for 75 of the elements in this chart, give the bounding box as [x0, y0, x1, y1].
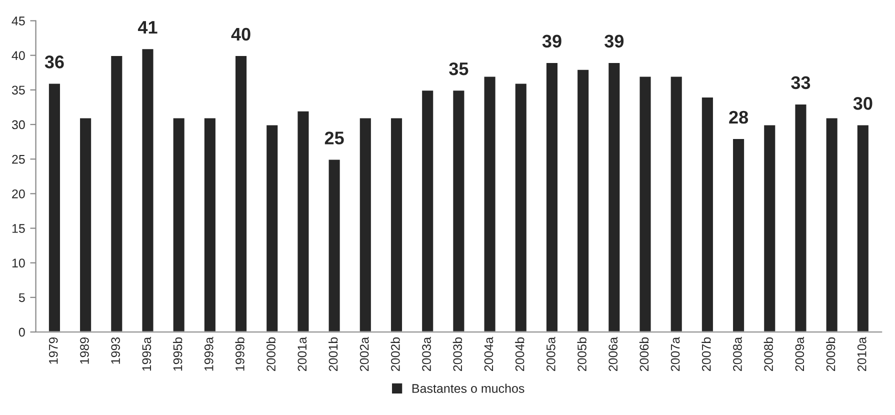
x-tick-label: 2006b — [639, 337, 649, 371]
bar — [296, 110, 310, 332]
data-label: 33 — [791, 76, 810, 90]
bar — [110, 54, 124, 332]
x-tick-label: 1995b — [173, 337, 182, 371]
y-tick-label: 45 — [12, 16, 25, 26]
x-tick-label: 2002b — [390, 337, 400, 371]
y-tick-label: 20 — [12, 189, 25, 198]
x-tick-label: 1989 — [80, 337, 89, 364]
x-tick-label: 2009b — [826, 337, 836, 371]
bar — [514, 82, 528, 332]
y-tick-label: 25 — [12, 154, 25, 164]
data-label: 28 — [729, 110, 748, 124]
bar — [78, 116, 92, 332]
bar — [172, 116, 186, 332]
x-tick-label: 2003a — [422, 336, 431, 371]
bar — [732, 138, 746, 332]
x-tick-label: 1999b — [235, 337, 244, 371]
x-tick-label: 2007a — [670, 336, 680, 371]
legend-label: Bastantes o muchos — [412, 384, 524, 393]
bar — [638, 75, 652, 332]
bar — [234, 54, 248, 332]
bar — [794, 103, 808, 332]
bar — [607, 62, 622, 332]
bar — [327, 158, 342, 332]
y-tick-label: 5 — [18, 293, 25, 302]
x-tick-label: 2003b — [452, 337, 462, 371]
x-tick-label: 2004a — [484, 336, 494, 371]
y-tick-label: 15 — [12, 224, 25, 233]
x-tick-label: 2005b — [577, 337, 586, 371]
data-label: 41 — [138, 21, 158, 34]
x-tick-label: 2002a — [360, 336, 369, 371]
bar — [48, 82, 62, 332]
bar — [420, 89, 435, 332]
bar — [576, 68, 590, 332]
bar — [140, 48, 155, 332]
x-tick-label: 1993 — [111, 337, 120, 364]
bar — [824, 116, 839, 332]
data-label: 35 — [449, 62, 468, 76]
x-tick-label: 2005a — [546, 336, 556, 371]
data-label: 30 — [853, 97, 872, 110]
x-tick-label: 2000b — [266, 337, 276, 371]
x-tick-label: 2010a — [857, 336, 866, 371]
x-tick-label: 1999a — [204, 336, 214, 371]
bar — [545, 62, 559, 332]
x-tick-label: 2001b — [328, 337, 338, 371]
bar — [856, 124, 870, 332]
bar — [669, 75, 684, 332]
y-tick-label: 30 — [12, 120, 25, 130]
x-tick-label: 2006a — [608, 336, 618, 371]
bar — [358, 116, 372, 332]
x-tick-label: 2001a — [298, 336, 307, 371]
data-label: 39 — [542, 34, 562, 48]
bar — [452, 89, 466, 332]
bar — [762, 124, 777, 332]
x-tick-label: 2004b — [515, 337, 524, 371]
bar — [482, 75, 497, 332]
bar — [203, 116, 217, 332]
x-tick-label: 1995a — [142, 336, 152, 371]
x-tick-label: 1979 — [48, 337, 58, 364]
y-tick-label: 40 — [12, 51, 25, 60]
data-label: 39 — [604, 34, 624, 48]
bar — [700, 96, 714, 332]
data-label: 36 — [44, 56, 64, 68]
data-label: 25 — [324, 132, 344, 144]
y-tick-label: 10 — [12, 258, 25, 268]
y-tick-label: 35 — [12, 86, 25, 95]
x-tick-label: 2008a — [733, 336, 742, 371]
x-tick-label: 2007b — [702, 337, 711, 371]
x-tick-label: 2008b — [764, 337, 773, 371]
bar — [265, 124, 280, 332]
data-label: 40 — [231, 28, 250, 41]
y-tick-label: 0 — [18, 328, 25, 337]
x-tick-label: 2009a — [795, 336, 804, 371]
bar — [390, 116, 404, 332]
